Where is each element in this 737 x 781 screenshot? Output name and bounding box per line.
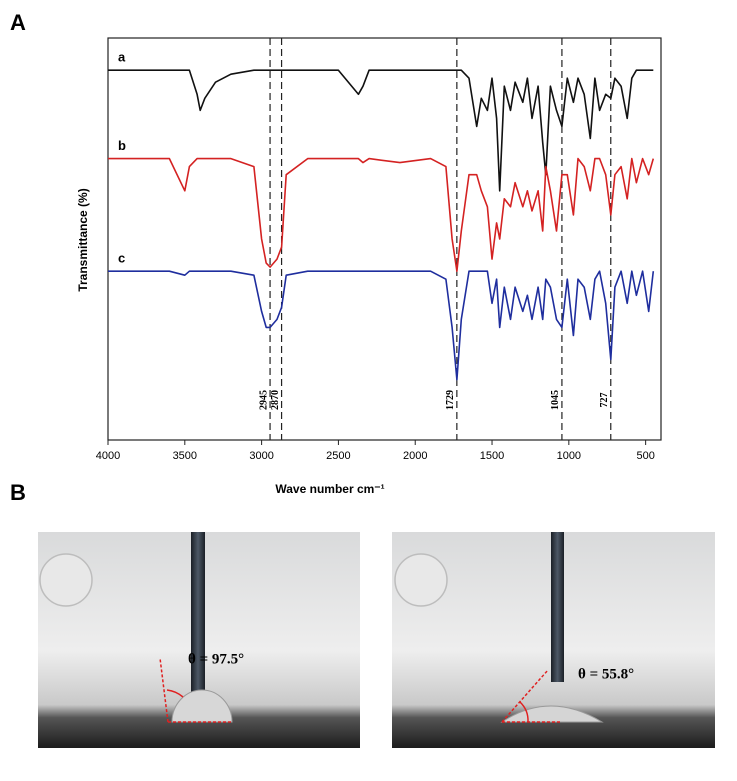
panel-label: B [10,480,26,505]
spectrum-line [108,270,655,381]
plot-frame [107,37,662,441]
reference-label: 1729 [445,390,456,410]
spectrum-line [108,157,655,272]
series-label: b [118,138,126,153]
x-tick-label: 1000 [557,450,581,462]
x-tick-label: 3500 [173,450,197,462]
contact-angle: θ = 97.5° [188,651,244,667]
x-axis-label: Wave number cm⁻¹ [275,482,384,496]
x-tick-label: 4000 [96,450,120,462]
panel-label: A [10,10,26,35]
series-label: c [118,251,125,266]
y-axis-label: Transmittance (%) [76,188,90,291]
x-tick-label: 2000 [403,450,427,462]
photo-right: θ = 55.8° [392,532,715,748]
x-tick-label: 3000 [249,450,273,462]
spectrum-line [108,69,654,192]
series-label: a [118,50,126,65]
photo-left: θ = 97.5° [38,532,360,748]
reference-label: 2870 [270,390,281,410]
x-tick-label: 500 [636,450,654,462]
reference-label: 727 [599,393,610,408]
reference-label: 2945 [258,390,269,410]
x-tick-label: 1500 [480,450,504,462]
x-tick-label: 2500 [326,450,350,462]
contact-angle: θ = 55.8° [578,666,634,682]
reference-label: 1045 [550,390,561,410]
